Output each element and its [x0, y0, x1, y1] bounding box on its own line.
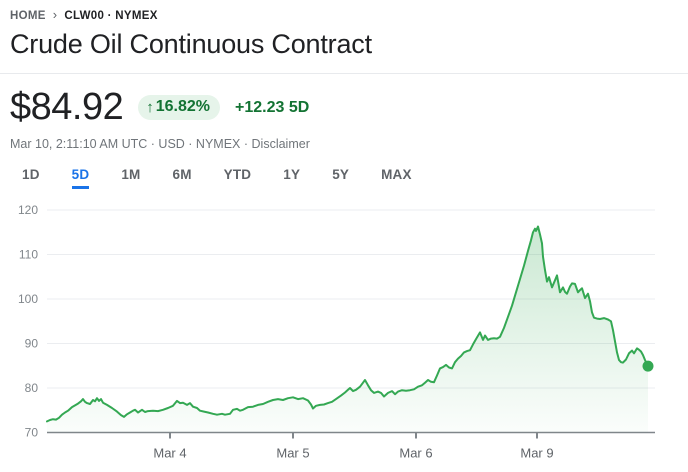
tab-1m[interactable]: 1M [121, 167, 140, 189]
current-price-dot [642, 360, 654, 372]
breadcrumb-symbol: CLW00 · NYMEX [64, 9, 158, 22]
area-fill [47, 226, 648, 433]
price-line [46, 225, 649, 423]
x-axis-label: Mar 4 [153, 446, 186, 461]
absolute-change: +12.23 5D [235, 98, 310, 116]
x-axis-label: Mar 9 [520, 446, 553, 461]
y-axis-label: 80 [25, 381, 39, 395]
current-price: $84.92 [10, 86, 124, 128]
y-axis-label: 110 [19, 248, 38, 262]
price-row: $84.92 ↑ 16.82% +12.23 5D [10, 86, 688, 129]
y-axis-label: 120 [18, 203, 38, 217]
header-divider [0, 73, 688, 74]
quote-section: $84.92 ↑ 16.82% +12.23 5D Mar 10, 2:11:1… [10, 86, 688, 151]
quote-meta: Mar 10, 2:11:10 AM UTC · USD · NYMEX · D… [10, 137, 688, 151]
y-axis-label: 70 [25, 426, 39, 440]
tab-5d[interactable]: 5D [71, 167, 90, 189]
tab-6m[interactable]: 6M [173, 167, 192, 189]
x-axis-label: Mar 5 [276, 446, 309, 461]
tab-5y[interactable]: 5Y [332, 167, 349, 189]
tab-max[interactable]: MAX [381, 167, 412, 189]
header: HOME › CLW00 · NYMEX Crude Oil Continuou… [0, 0, 688, 74]
percent-change-value: 16.82% [155, 98, 210, 115]
tab-1d[interactable]: 1D [22, 167, 40, 189]
breadcrumb-home-link[interactable]: HOME [10, 9, 46, 22]
x-axis: Mar 4 Mar 5 Mar 6 Mar 9 [47, 431, 655, 461]
price-series [46, 225, 654, 433]
price-chart[interactable]: 120 110 100 90 80 70 Mar 4 Mar 5 Mar 6 Mar 9 [0, 195, 688, 472]
percent-change-badge: ↑ 16.82% [138, 95, 220, 120]
x-axis-label: Mar 6 [399, 446, 432, 461]
range-tabs: 1D 5D 1M 6M YTD 1Y 5Y MAX [0, 151, 688, 189]
disclaimer-link[interactable]: Disclaimer [251, 137, 310, 151]
page-title: Crude Oil Continuous Contract [10, 29, 372, 59]
up-arrow-icon: ↑ [146, 98, 154, 116]
timestamp-exchange-line: Mar 10, 2:11:10 AM UTC · USD · NYMEX · [10, 137, 249, 151]
breadcrumb: HOME › CLW00 · NYMEX [10, 7, 688, 22]
y-axis-label: 100 [18, 292, 38, 306]
y-axis-label: 90 [25, 337, 39, 351]
tab-1y[interactable]: 1Y [283, 167, 300, 189]
tab-ytd[interactable]: YTD [224, 167, 252, 189]
chevron-right-icon: › [52, 7, 58, 22]
